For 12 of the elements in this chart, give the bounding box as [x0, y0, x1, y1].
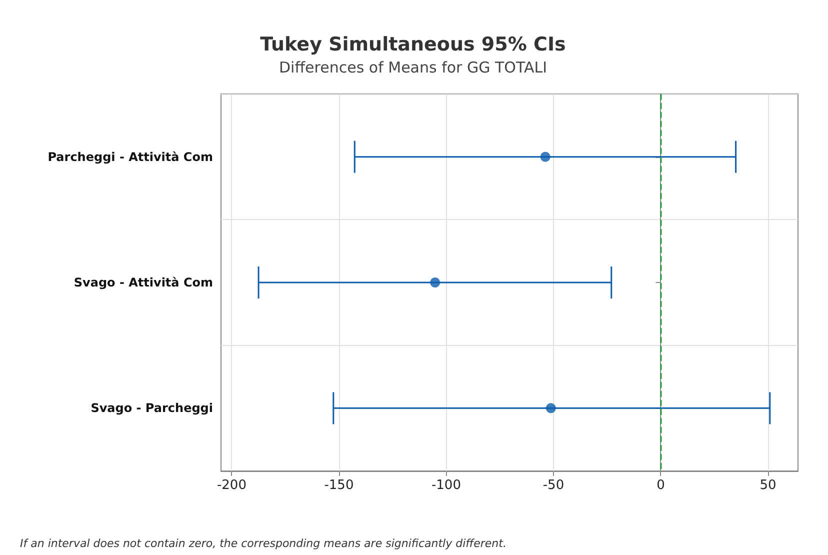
x-tick-label: -150: [324, 478, 354, 493]
y-tick-label: Parcheggi - Attività Com: [48, 150, 213, 164]
chart-title: Tukey Simultaneous 95% CIs: [260, 34, 566, 56]
x-tick-label: -200: [216, 478, 246, 493]
x-tick-label: -50: [542, 478, 564, 493]
x-tick-label: -100: [431, 478, 461, 493]
x-tick-label: 0: [656, 478, 665, 493]
y-tick-label: Svago - Attività Com: [74, 276, 213, 290]
text: If an interval does not contain zero, the corresponding means are significantly different.: [20, 537, 506, 550]
y-tick-label: Svago - Parcheggi: [90, 401, 213, 416]
chart-subtitle: Differences of Means for GG TOTALI: [278, 58, 548, 76]
x-tick-label: 50: [760, 478, 776, 493]
